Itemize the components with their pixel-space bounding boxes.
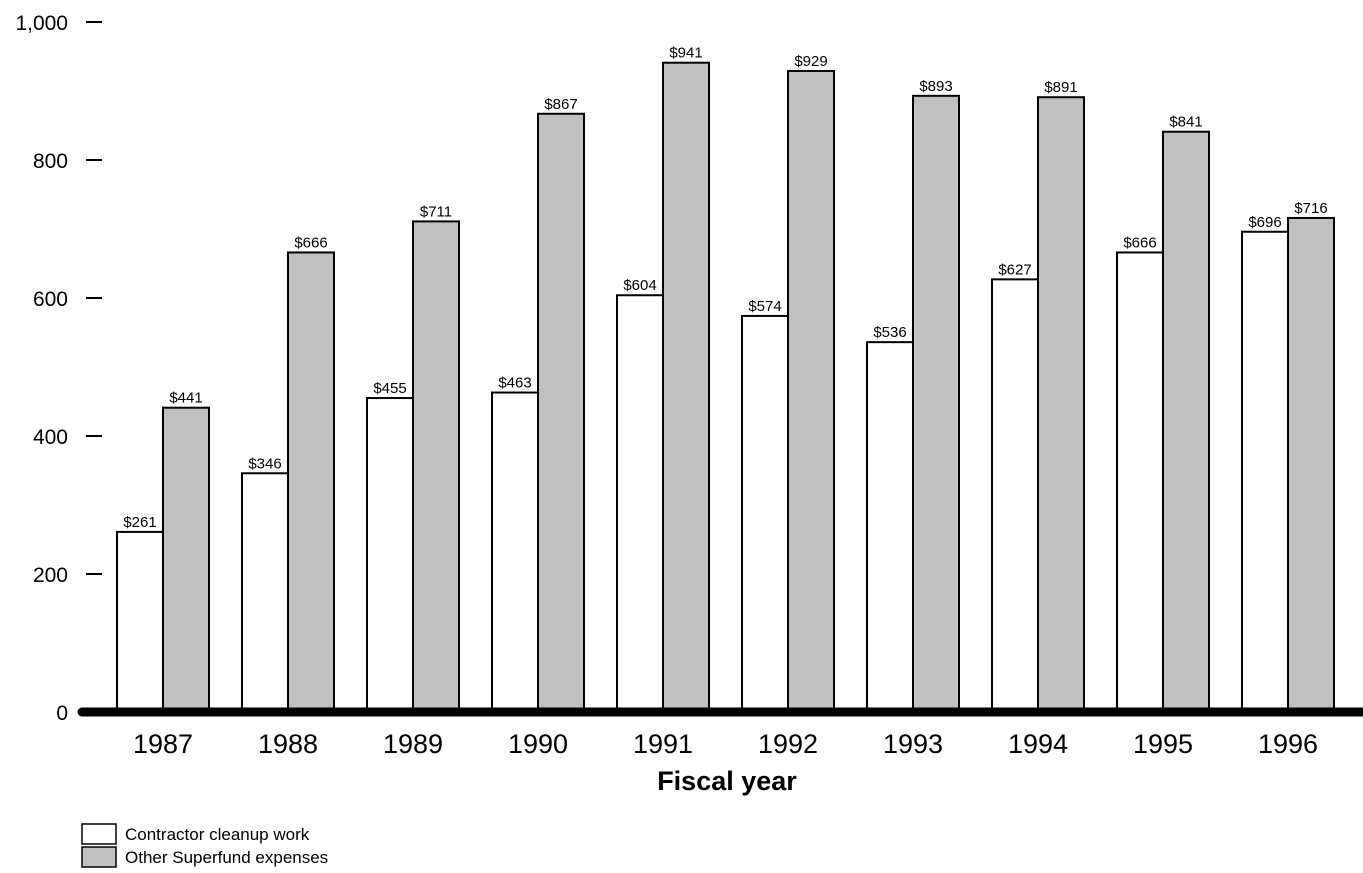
y-tick-label: 200: [33, 564, 68, 587]
y-tick-label: 1,000: [15, 12, 68, 35]
bar: [787, 69, 835, 714]
legend-swatch: [81, 846, 117, 868]
bar-value-label: $841: [1169, 114, 1202, 131]
x-tick-label: 1993: [883, 729, 943, 759]
bar-value-label: $536: [873, 324, 906, 341]
bar-value-label: $666: [1123, 234, 1156, 251]
bar-value-label: $941: [669, 45, 702, 62]
bar-value-label: $696: [1248, 214, 1281, 231]
bar-value-label: $604: [623, 277, 656, 294]
bar: [1162, 130, 1210, 713]
bar: [287, 251, 335, 714]
x-axis: 1987 1988 1989 1990 1991 1992 1993 1994 1995 1996: [77, 707, 1363, 759]
bar-value-label: $441: [169, 390, 202, 407]
bar-value-label: $463: [498, 375, 531, 392]
bar-value-label: $891: [1044, 79, 1077, 96]
bar: [366, 397, 414, 713]
bars: $261 $441 $346 $666 $455 $711 $463 $867 $604 $941…: [116, 45, 1335, 714]
x-tick-label: 1989: [383, 729, 443, 759]
bar-value-label: $711: [420, 203, 452, 220]
bar: [1241, 230, 1289, 713]
y-axis: 0 200 400 600 800 1,000: [15, 12, 102, 725]
x-tick-label: 1987: [133, 729, 193, 759]
bar: [412, 220, 460, 713]
bar: [991, 278, 1039, 713]
bar: [116, 530, 164, 713]
bar: [662, 61, 710, 713]
y-tick-label: 800: [33, 150, 68, 173]
x-tick-label: 1994: [1008, 729, 1068, 759]
bar-value-label: $261: [123, 514, 156, 531]
x-tick-label: 1990: [508, 729, 568, 759]
bar: [866, 341, 914, 713]
y-tick-label: 0: [56, 702, 68, 725]
bar: [912, 94, 960, 713]
bar: [1287, 216, 1335, 714]
legend-label: Contractor cleanup work: [125, 825, 310, 844]
bar-value-label: $346: [248, 455, 281, 472]
bar-value-label: $666: [294, 234, 327, 251]
bar-value-label: $929: [794, 53, 827, 70]
y-tick-label: 600: [33, 288, 68, 311]
legend: Contractor cleanup work Other Superfund e…: [81, 823, 328, 868]
bar-value-label: $455: [373, 380, 406, 397]
x-tick-label: 1996: [1258, 729, 1318, 759]
bar-value-label: $627: [998, 261, 1031, 278]
bar: [616, 294, 664, 713]
bar: [741, 314, 789, 713]
x-tick-label: 1988: [258, 729, 318, 759]
x-axis-title: Fiscal year: [657, 766, 797, 796]
legend-label: Other Superfund expenses: [125, 848, 328, 867]
bar-value-label: $893: [919, 78, 952, 95]
bar: [491, 391, 539, 713]
legend-swatch: [81, 823, 117, 845]
bar: [162, 406, 210, 713]
bar: [537, 112, 585, 713]
bar: [241, 472, 289, 714]
x-tick-label: 1991: [633, 729, 693, 759]
x-tick-label: 1992: [758, 729, 818, 759]
bar-value-label: $867: [544, 96, 577, 113]
bar-value-label: $574: [748, 298, 781, 315]
bar: [1116, 251, 1164, 714]
x-tick-label: 1995: [1133, 729, 1193, 759]
bar: [1037, 96, 1085, 713]
bar-value-label: $716: [1294, 200, 1327, 217]
y-tick-label: 400: [33, 426, 68, 449]
